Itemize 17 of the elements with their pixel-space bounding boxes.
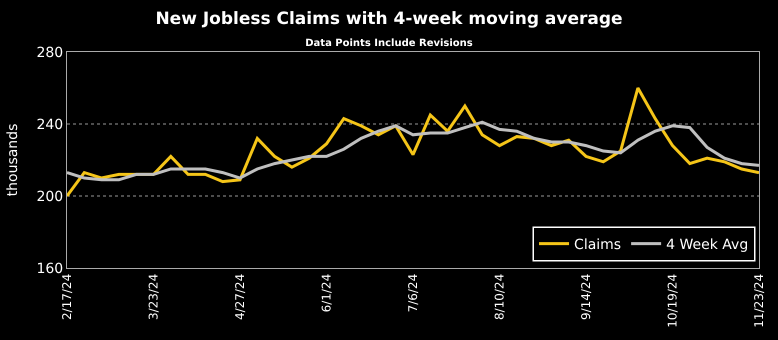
y-axis-title: thousands (5, 124, 22, 196)
x-tick-label: 11/23/24 (752, 274, 766, 328)
x-tick-label: 4/27/24 (232, 274, 247, 320)
x-tick-label: 6/1/24 (319, 274, 334, 312)
chart-title: New Jobless Claims with 4-week moving average (155, 8, 623, 29)
chart-subtitle: Data Points Include Revisions (305, 38, 473, 49)
legend-label: 4 Week Avg (666, 237, 748, 254)
legend-label: Claims (574, 237, 622, 254)
x-tick-label: 3/23/24 (146, 274, 160, 320)
x-tick-label: 9/14/24 (578, 274, 593, 320)
y-tick-label: 200 (36, 188, 64, 205)
x-tick-label: 7/6/24 (406, 274, 420, 312)
line-series (67, 120, 759, 182)
x-tick-label: 8/10/24 (492, 274, 506, 320)
y-tick-label: 240 (36, 116, 64, 133)
x-tick-label: 10/19/24 (665, 274, 680, 328)
y-tick-label: 280 (36, 44, 64, 61)
